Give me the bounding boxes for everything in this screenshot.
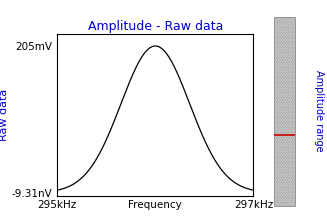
Title: Amplitude - Raw data: Amplitude - Raw data	[88, 20, 223, 33]
Y-axis label: Raw data: Raw data	[0, 89, 9, 141]
Text: Amplitude range: Amplitude range	[314, 70, 324, 151]
